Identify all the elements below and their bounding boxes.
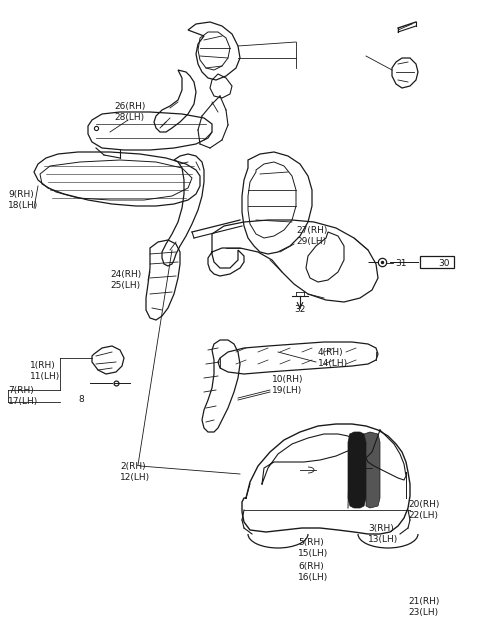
Text: 5(RH)
15(LH): 5(RH) 15(LH): [298, 538, 328, 557]
Text: 27(RH)
29(LH): 27(RH) 29(LH): [296, 226, 327, 246]
Text: 7(RH)
17(LH): 7(RH) 17(LH): [8, 386, 38, 406]
Text: 8: 8: [78, 394, 84, 403]
Text: 20(RH)
22(LH): 20(RH) 22(LH): [408, 501, 439, 520]
Text: 30: 30: [438, 258, 449, 267]
Text: 2(RH)
12(LH): 2(RH) 12(LH): [120, 462, 150, 482]
Text: 31: 31: [395, 258, 407, 267]
Text: 10(RH)
19(LH): 10(RH) 19(LH): [272, 375, 303, 395]
Text: 4(RH)
14(LH): 4(RH) 14(LH): [318, 348, 348, 368]
Text: 9(RH)
18(LH): 9(RH) 18(LH): [8, 190, 38, 210]
Polygon shape: [364, 432, 380, 508]
Text: 26(RH)
28(LH): 26(RH) 28(LH): [114, 102, 146, 122]
Text: 32: 32: [294, 305, 306, 315]
Text: 24(RH)
25(LH): 24(RH) 25(LH): [110, 270, 141, 289]
Text: 6(RH)
16(LH): 6(RH) 16(LH): [298, 562, 328, 581]
Polygon shape: [348, 432, 366, 508]
Text: 3(RH)
13(LH): 3(RH) 13(LH): [368, 525, 398, 544]
Text: 1(RH)
11(LH): 1(RH) 11(LH): [30, 362, 60, 380]
Text: 21(RH)
23(LH): 21(RH) 23(LH): [408, 597, 439, 617]
